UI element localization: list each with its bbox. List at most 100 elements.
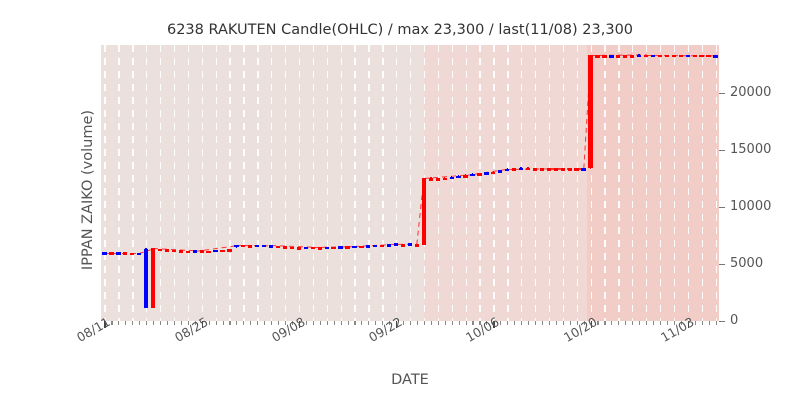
candle-body: [393, 243, 399, 247]
gridline: [534, 45, 537, 321]
gridline: [521, 45, 523, 321]
gridline: [215, 45, 217, 321]
candle-body: [206, 250, 211, 254]
candle-body: [143, 249, 149, 308]
candle-body: [262, 244, 267, 248]
background-band: [101, 45, 424, 321]
candle-body: [164, 249, 170, 252]
x-tick-minor: [257, 321, 259, 325]
gridline: [437, 45, 440, 321]
candle-body: [220, 249, 225, 253]
candle-body: [310, 246, 315, 250]
candle-body: [553, 168, 558, 171]
x-tick-minor: [611, 321, 613, 325]
candle-body: [706, 54, 711, 58]
candle-body: [630, 55, 635, 58]
candle-body: [192, 250, 197, 253]
candle-body: [241, 244, 246, 248]
x-tick-minor: [680, 321, 682, 325]
x-tick-minor: [639, 321, 641, 325]
candle-body: [255, 244, 260, 248]
gridline: [701, 45, 703, 321]
candle-wick: [430, 177, 432, 179]
candle-body: [560, 168, 565, 171]
candle-body: [248, 245, 253, 248]
candle-body: [623, 55, 628, 58]
x-tick-minor: [486, 321, 488, 325]
x-tick-minor: [562, 321, 564, 325]
candle-body: [275, 245, 281, 249]
y-tick-mark: [719, 321, 725, 323]
x-tick-minor: [229, 321, 231, 325]
candle-body: [636, 54, 642, 58]
candle-body: [602, 55, 607, 58]
x-tick-minor: [555, 321, 557, 325]
candle-body: [581, 168, 586, 171]
gridline: [298, 45, 301, 321]
gridline: [493, 45, 495, 321]
candle-body: [234, 244, 239, 248]
gridline: [632, 45, 634, 321]
candle-body: [303, 246, 308, 250]
x-tick-minor: [264, 321, 266, 325]
x-tick-minor: [368, 321, 370, 325]
x-tick-minor: [507, 321, 509, 325]
x-tick-minor: [715, 321, 717, 325]
candle-body: [491, 171, 496, 175]
candle-body: [463, 175, 468, 178]
x-tick-major: [493, 321, 495, 328]
x-tick-minor: [465, 321, 467, 325]
x-tick-minor: [139, 321, 141, 325]
y-axis-label: IPPAN ZAIKO (volume): [80, 109, 96, 271]
candle-body: [477, 173, 482, 176]
gridline: [715, 45, 717, 321]
x-tick-major: [590, 321, 592, 328]
x-tick-major: [687, 321, 690, 328]
candle-body: [268, 245, 274, 248]
gridline: [257, 45, 259, 321]
gridline: [229, 45, 231, 321]
candle-body: [574, 168, 579, 171]
candle-body: [671, 54, 676, 58]
x-tick-minor: [222, 321, 224, 325]
candle-body: [449, 176, 454, 180]
x-tick-minor: [416, 321, 419, 325]
candle-body: [678, 54, 683, 58]
candle-body: [213, 249, 218, 253]
candle-body: [505, 168, 510, 172]
x-tick-minor: [132, 321, 134, 325]
candle-body: [643, 54, 649, 58]
candle-body: [199, 250, 204, 253]
candle-body: [178, 250, 183, 253]
candle-body: [713, 55, 718, 58]
candle-body: [171, 249, 177, 253]
x-tick-minor: [430, 321, 432, 325]
x-tick-minor: [576, 321, 578, 325]
candle-body: [525, 167, 531, 171]
x-tick-minor: [653, 321, 655, 325]
y-tick-label: 20000: [730, 84, 772, 100]
gridline: [146, 45, 148, 321]
x-tick-minor: [541, 321, 544, 325]
x-tick-minor: [361, 321, 363, 325]
y-tick-mark: [719, 149, 725, 152]
x-tick-minor: [305, 321, 307, 325]
candle-body: [595, 55, 600, 58]
candle-body: [414, 244, 420, 247]
x-tick-minor: [340, 321, 342, 325]
candle-body: [150, 248, 156, 308]
x-tick-minor: [389, 321, 391, 325]
gridline: [285, 45, 287, 321]
x-tick-major: [396, 321, 398, 328]
trend-segment: [104, 252, 140, 254]
gridline: [548, 45, 551, 321]
candle-body: [123, 252, 128, 255]
gridline: [590, 45, 592, 321]
candle-body: [185, 250, 190, 254]
x-tick-minor: [375, 321, 377, 325]
trend-segment: [548, 168, 584, 170]
candle-body: [692, 54, 697, 58]
x-tick-minor: [243, 321, 245, 325]
candle-body: [616, 55, 621, 58]
gridline: [562, 45, 565, 321]
